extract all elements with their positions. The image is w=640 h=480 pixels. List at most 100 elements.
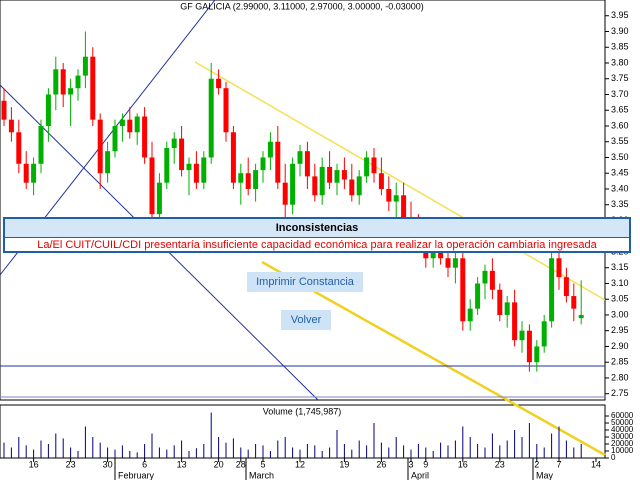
candle-body bbox=[482, 270, 488, 284]
trend-line bbox=[261, 260, 606, 457]
x-tick-label: 23 bbox=[495, 459, 505, 469]
trend-line bbox=[194, 61, 606, 301]
candle-body bbox=[82, 56, 88, 76]
x-tick-label: 30 bbox=[103, 459, 113, 469]
candle-body bbox=[430, 251, 436, 259]
candle-body bbox=[171, 138, 177, 149]
print-button[interactable]: Imprimir Constancia bbox=[247, 272, 363, 292]
x-tick-label: 19 bbox=[339, 459, 349, 469]
candle-body bbox=[497, 289, 503, 315]
candle-body bbox=[401, 195, 407, 221]
volume-tick-label: 40000 bbox=[611, 425, 634, 434]
volume-title: Volume (1,745,987) bbox=[263, 406, 342, 416]
candle-body bbox=[563, 277, 569, 297]
candle-body bbox=[364, 157, 370, 177]
candle-body bbox=[127, 119, 133, 133]
volume-panel bbox=[0, 404, 606, 459]
candle-body bbox=[267, 141, 273, 158]
candle-body bbox=[475, 283, 481, 309]
x-tick-label: 20 bbox=[214, 459, 224, 469]
chart-title: GF GALICIA (2.99000, 3.11000, 2.97000, 3… bbox=[180, 1, 424, 11]
volume-tick-label: 20000 bbox=[611, 439, 634, 448]
volume-tick-label: 10000 bbox=[611, 446, 634, 455]
candle-body bbox=[290, 163, 296, 205]
candle-body bbox=[97, 119, 103, 174]
y-tick-label: 3.55 bbox=[611, 136, 629, 146]
candle-body bbox=[519, 330, 525, 341]
candle-body bbox=[179, 138, 185, 171]
y-tick-label: 3.05 bbox=[611, 294, 629, 304]
candle-body bbox=[60, 69, 66, 95]
candle-body bbox=[193, 163, 199, 183]
candle-body bbox=[112, 125, 118, 152]
candle-body bbox=[164, 148, 170, 183]
candle-body bbox=[356, 176, 362, 196]
y-tick-label: 2.90 bbox=[611, 341, 629, 351]
candle-body bbox=[253, 170, 259, 189]
candle-body bbox=[156, 182, 162, 215]
candle-body bbox=[230, 132, 236, 183]
candle-body bbox=[312, 176, 318, 196]
x-tick-label: 26 bbox=[376, 459, 386, 469]
candle-body bbox=[386, 188, 392, 202]
candle-body bbox=[556, 258, 562, 278]
x-tick-label: 5 bbox=[260, 459, 265, 469]
x-tick-label: 16 bbox=[29, 459, 39, 469]
candle-body bbox=[134, 116, 140, 133]
month-label: April bbox=[411, 470, 429, 480]
candle-body bbox=[1, 100, 7, 120]
y-tick-label: 3.85 bbox=[611, 42, 629, 52]
y-tick-label: 3.95 bbox=[611, 10, 629, 20]
candle-body bbox=[245, 173, 251, 189]
candle-body bbox=[119, 119, 125, 126]
y-tick-label: 2.80 bbox=[611, 372, 629, 382]
month-label: February bbox=[118, 470, 155, 480]
candle-body bbox=[578, 314, 584, 319]
candle-body bbox=[378, 173, 384, 189]
y-tick-label: 3.10 bbox=[611, 278, 629, 288]
candle-body bbox=[438, 251, 444, 259]
candle-body bbox=[216, 78, 222, 89]
y-tick-label: 3.35 bbox=[611, 199, 629, 209]
candle-body bbox=[349, 179, 355, 196]
x-tick-label: 14 bbox=[591, 459, 601, 469]
candle-body bbox=[319, 166, 325, 196]
candle-body bbox=[105, 151, 111, 174]
x-tick-label: 28 bbox=[236, 459, 246, 469]
volume-tick-label: 50000 bbox=[611, 418, 634, 427]
candle-body bbox=[393, 195, 399, 202]
candle-body bbox=[68, 88, 74, 95]
back-button[interactable]: Volver bbox=[281, 310, 331, 330]
y-tick-label: 2.95 bbox=[611, 325, 629, 335]
candle-body bbox=[512, 302, 518, 341]
candle-body bbox=[275, 141, 281, 183]
candle-body bbox=[201, 157, 207, 183]
x-tick-label: 9 bbox=[423, 459, 428, 469]
candle-body bbox=[223, 88, 229, 133]
candle-body bbox=[334, 170, 340, 183]
candle-body bbox=[38, 125, 44, 164]
candle-body bbox=[53, 69, 59, 95]
candle-body bbox=[149, 157, 155, 215]
candle-body bbox=[90, 56, 96, 120]
dialog: Inconsistencias La/El CUIT/CUIL/CDI pres… bbox=[3, 217, 631, 253]
y-tick-label: 3.40 bbox=[611, 183, 629, 193]
candle-body bbox=[260, 157, 266, 171]
candle-body bbox=[304, 151, 310, 177]
y-tick-label: 3.80 bbox=[611, 57, 629, 67]
candle-body bbox=[467, 308, 473, 322]
x-tick-label: 2 bbox=[534, 459, 539, 469]
y-tick-label: 3.75 bbox=[611, 73, 629, 83]
candle-body bbox=[208, 78, 214, 158]
y-tick-label: 3.00 bbox=[611, 309, 629, 319]
candle-body bbox=[31, 163, 37, 183]
candle-body bbox=[142, 116, 148, 158]
candle-body bbox=[489, 270, 495, 290]
candle-body bbox=[16, 132, 22, 164]
candle-body bbox=[45, 94, 51, 126]
candle-body bbox=[75, 75, 81, 89]
x-tick-label: 12 bbox=[295, 459, 305, 469]
dialog-message: La/El CUIT/CUIL/CDI presentaría insufici… bbox=[37, 239, 597, 251]
